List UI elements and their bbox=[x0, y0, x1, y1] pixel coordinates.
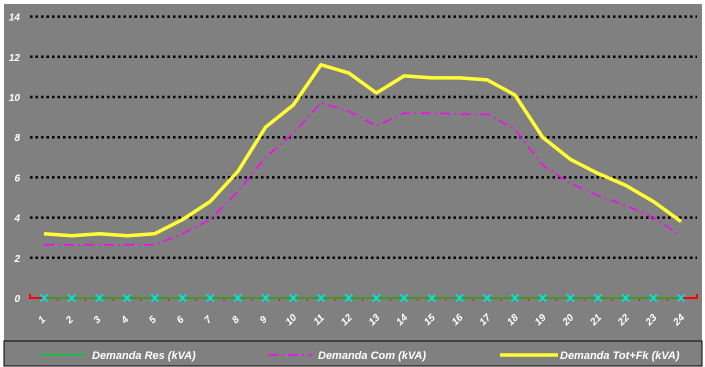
x-marker-stroke bbox=[427, 293, 436, 303]
x-marker-stroke bbox=[538, 293, 547, 303]
series-lines bbox=[39, 63, 686, 303]
series-point-demanda-res-kva-18 bbox=[510, 293, 519, 303]
x-marker-stroke bbox=[483, 293, 492, 303]
x-marker-stroke bbox=[67, 293, 76, 303]
x-marker-stroke bbox=[510, 293, 519, 303]
y-tick-label-2: 2 bbox=[13, 254, 20, 265]
series-point-demanda-res-kva-10 bbox=[289, 293, 298, 303]
series-line-demanda-com-kva bbox=[44, 102, 682, 246]
x-marker-stroke bbox=[261, 293, 270, 303]
series-point-demanda-res-kva-12 bbox=[344, 293, 353, 303]
x-marker-stroke bbox=[178, 293, 187, 303]
x-marker-stroke bbox=[677, 293, 686, 303]
series-point-demanda-res-kva-5 bbox=[150, 293, 159, 303]
chart-area-background bbox=[4, 4, 702, 341]
x-marker-stroke bbox=[123, 293, 132, 303]
legend-label-2: Demanda Com (kVA) bbox=[318, 350, 426, 362]
y-tick-label-0: 0 bbox=[14, 294, 20, 305]
series-point-demanda-res-kva-24 bbox=[677, 293, 686, 303]
series-point-demanda-res-kva-13 bbox=[372, 293, 381, 303]
x-marker-stroke bbox=[455, 293, 464, 303]
y-tick-label-10: 10 bbox=[9, 93, 21, 104]
series-point-demanda-res-kva-4 bbox=[123, 293, 132, 303]
legend-label-1: Demanda Res (kVA) bbox=[92, 350, 196, 362]
series-point-demanda-res-kva-17 bbox=[483, 293, 492, 303]
y-tick-label-14: 14 bbox=[9, 13, 21, 24]
series-point-demanda-res-kva-8 bbox=[233, 293, 242, 303]
series-point-demanda-res-kva-6 bbox=[178, 293, 187, 303]
series-point-demanda-res-kva-14 bbox=[400, 293, 409, 303]
series-point-demanda-res-kva-3 bbox=[95, 293, 104, 303]
x-marker-stroke bbox=[649, 293, 658, 303]
series-point-demanda-res-kva-22 bbox=[621, 293, 630, 303]
y-tick-label-12: 12 bbox=[9, 53, 21, 64]
series-point-demanda-res-kva-11 bbox=[316, 293, 326, 303]
series-point-demanda-res-kva-15 bbox=[427, 293, 436, 303]
x-marker-stroke bbox=[372, 293, 381, 303]
gridlines bbox=[30, 15, 697, 260]
series-point-demanda-res-kva-23 bbox=[649, 293, 658, 303]
x-marker-stroke bbox=[206, 293, 215, 303]
x-marker-stroke bbox=[593, 293, 603, 303]
x-marker-stroke bbox=[400, 293, 409, 303]
series-point-demanda-res-kva-20 bbox=[566, 293, 575, 303]
x-marker-stroke bbox=[39, 293, 49, 303]
legend-box bbox=[3, 340, 703, 367]
series-point-demanda-res-kva-16 bbox=[455, 293, 464, 303]
x-marker-stroke bbox=[289, 293, 298, 303]
y-axis-tick-labels: 0 2 4 6 8 10 12 14 bbox=[9, 13, 21, 305]
series-point-demanda-res-kva-21 bbox=[593, 293, 603, 303]
legend-label-3: Demanda Tot+Fk (kVA) bbox=[560, 350, 680, 362]
series-point-demanda-res-kva-7 bbox=[206, 293, 215, 303]
x-marker-stroke bbox=[316, 293, 326, 303]
series-point-demanda-res-kva-2 bbox=[67, 293, 76, 303]
legend: Demanda Res (kVA) Demanda Com (kVA) Demand… bbox=[40, 350, 680, 362]
x-marker-stroke bbox=[566, 293, 575, 303]
x-marker-stroke bbox=[95, 293, 104, 303]
x-marker-stroke bbox=[344, 293, 353, 303]
y-tick-label-8: 8 bbox=[14, 133, 20, 144]
series-point-demanda-res-kva-19 bbox=[538, 293, 547, 303]
x-marker-stroke bbox=[150, 293, 159, 303]
y-tick-label-6: 6 bbox=[14, 173, 20, 184]
y-tick-label-4: 4 bbox=[13, 214, 20, 225]
series-point-demanda-res-kva-1 bbox=[39, 293, 49, 303]
x-marker-stroke bbox=[621, 293, 630, 303]
series-line-demanda-tot-fk-kva bbox=[43, 63, 683, 238]
x-marker-stroke bbox=[233, 293, 242, 303]
series-point-demanda-res-kva-9 bbox=[261, 293, 270, 303]
